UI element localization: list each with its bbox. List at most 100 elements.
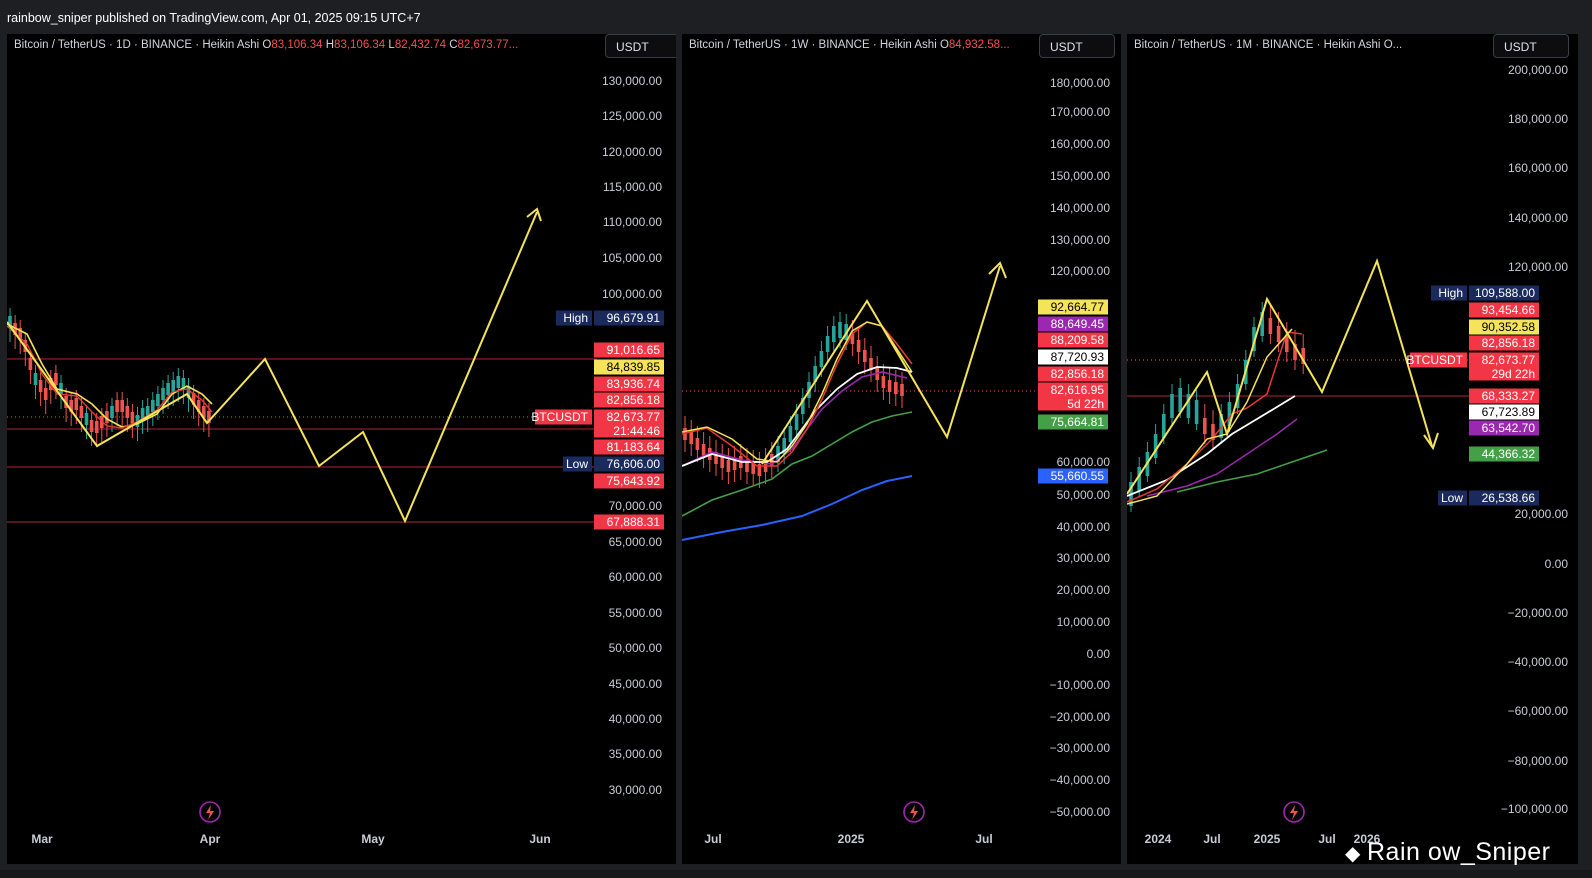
candle bbox=[850, 320, 855, 356]
chart-panel-1d[interactable]: Bitcoin / TetherUS · 1D · BINANCE · Heik… bbox=[7, 34, 676, 864]
projection-arrowhead bbox=[988, 261, 1007, 279]
price-tick: 30,000.00 bbox=[609, 783, 663, 797]
candle bbox=[813, 356, 817, 392]
candle bbox=[94, 413, 99, 447]
level-lines bbox=[7, 358, 597, 523]
ma-white bbox=[1127, 395, 1296, 497]
price-tick: 150,000.00 bbox=[1050, 169, 1110, 183]
price-tick: −100,000.00 bbox=[1501, 802, 1568, 816]
price-tick: 100,000.00 bbox=[602, 287, 662, 301]
price-tag: 67,888.31 bbox=[594, 514, 664, 530]
symbol-label: Bitcoin / TetherUS · 1M · BINANCE · Heik… bbox=[1134, 39, 1381, 51]
price-tag: 83,936.74 bbox=[594, 376, 664, 392]
time-axis[interactable]: Jul 2025 Jul bbox=[704, 832, 992, 846]
price-tag-value: 93,454.66 bbox=[1482, 303, 1536, 317]
candle bbox=[1252, 317, 1256, 357]
price-tick: 60,000.00 bbox=[1057, 455, 1111, 469]
time-tick: Mar bbox=[31, 832, 53, 846]
candle bbox=[176, 368, 181, 402]
price-tag-label: Low bbox=[566, 457, 588, 471]
price-tag-value: 82,673.77 bbox=[1482, 353, 1536, 367]
time-axis[interactable]: Mar Apr May Jun bbox=[31, 832, 550, 846]
price-tick: 60,000.00 bbox=[609, 570, 663, 584]
price-tags: 92,664.77 88,649.45 88,209.58 87,720.93 82,8… bbox=[1038, 299, 1108, 484]
price-tag-label: BTCUSDT bbox=[531, 410, 588, 424]
time-tick: 2025 bbox=[838, 832, 865, 846]
price-tick: 40,000.00 bbox=[1057, 520, 1111, 534]
price-tick: 55,000.00 bbox=[609, 606, 663, 620]
price-tick: 50,000.00 bbox=[609, 641, 663, 655]
ohlc-close: C82,673.77... bbox=[449, 39, 519, 51]
time-tick: Jul bbox=[1203, 832, 1220, 846]
price-tick: 110,000.00 bbox=[603, 215, 662, 229]
price-tag-value: 63,542.70 bbox=[1482, 421, 1536, 435]
candle bbox=[881, 364, 886, 400]
price-tick: −30,000.00 bbox=[1050, 741, 1111, 755]
price-tick: 130,000.00 bbox=[1050, 233, 1110, 247]
time-tick: Jul bbox=[704, 832, 721, 846]
currency-button[interactable]: USDT bbox=[1039, 34, 1115, 58]
price-tag-label: BTCUSDT bbox=[1406, 353, 1463, 367]
price-tag-value: 68,333.27 bbox=[1482, 389, 1536, 403]
symbol-header: Bitcoin / TetherUS · 1M · BINANCE · Heik… bbox=[1134, 39, 1464, 51]
candle bbox=[1268, 304, 1273, 344]
price-tag-value: 88,649.45 bbox=[1051, 317, 1105, 331]
price-tick: 160,000.00 bbox=[1050, 137, 1110, 151]
ma-yellow bbox=[682, 321, 913, 463]
price-tick: 120,000.00 bbox=[1050, 264, 1110, 278]
candle bbox=[1260, 302, 1264, 342]
price-tag-value: 96,679.91 bbox=[607, 311, 661, 325]
price-tag: 81,183.64 bbox=[594, 439, 664, 455]
price-tick: 130,000.00 bbox=[602, 74, 662, 88]
candle bbox=[130, 404, 135, 438]
candle bbox=[720, 444, 724, 480]
price-tag: 90,352.58 bbox=[1469, 319, 1539, 335]
chart-canvas[interactable]: 200,000.00 180,000.00 160,000.00 140,000.00… bbox=[1127, 34, 1578, 864]
candle bbox=[1194, 390, 1199, 430]
author-watermark: ◆ Rain ow_Sniper bbox=[1345, 838, 1551, 867]
candle bbox=[1301, 334, 1305, 374]
price-tick: 20,000.00 bbox=[1057, 583, 1111, 597]
currency-button[interactable]: USDT bbox=[1493, 34, 1569, 58]
candles bbox=[683, 312, 904, 488]
publish-header: rainbow_sniper published on TradingView.… bbox=[0, 0, 1592, 34]
chart-panel-1m[interactable]: Bitcoin / TetherUS · 1M · BINANCE · Heik… bbox=[1127, 34, 1578, 864]
candle bbox=[825, 326, 830, 362]
replay-icon[interactable] bbox=[1283, 801, 1305, 823]
price-tag-value: 87,720.93 bbox=[1051, 350, 1105, 364]
replay-icon[interactable] bbox=[199, 801, 221, 823]
footer-strip bbox=[0, 870, 1592, 878]
projection-path bbox=[761, 261, 1007, 465]
price-tick: −10,000.00 bbox=[1050, 678, 1111, 692]
price-axis[interactable]: 130,000.00 125,000.00 120,000.00 115,000.00… bbox=[602, 74, 662, 797]
candle bbox=[1293, 330, 1297, 370]
symbol-header: Bitcoin / TetherUS · 1W · BINANCE · Heik… bbox=[689, 39, 1041, 51]
projection-path bbox=[7, 207, 542, 524]
time-tick: Jul bbox=[1318, 832, 1335, 846]
candle bbox=[84, 405, 89, 439]
price-axis[interactable]: 180,000.00 170,000.00 160,000.00 150,000.00… bbox=[1050, 76, 1111, 819]
price-tag: 55,660.55 bbox=[1038, 468, 1108, 484]
moving-averages bbox=[682, 321, 913, 541]
price-tag-label: High bbox=[1438, 286, 1463, 300]
ma-red bbox=[7, 325, 213, 429]
candle bbox=[1203, 404, 1207, 444]
time-tick: May bbox=[361, 832, 385, 846]
chart-canvas[interactable]: 130,000.00 125,000.00 120,000.00 115,000.00… bbox=[7, 34, 676, 864]
time-tick: 2024 bbox=[1145, 832, 1172, 846]
ohlc-open: O84,932.58... bbox=[939, 39, 1010, 51]
candle bbox=[120, 392, 124, 426]
time-axis[interactable]: 2024 Jul 2025 Jul 2026 bbox=[1145, 832, 1381, 846]
currency-button[interactable]: USDT bbox=[605, 34, 676, 58]
price-tag: 87,720.93 bbox=[1038, 349, 1108, 365]
candle bbox=[1211, 410, 1215, 450]
price-tag-value: 75,643.92 bbox=[607, 474, 661, 488]
chart-canvas[interactable]: 180,000.00 170,000.00 160,000.00 150,000.00… bbox=[682, 34, 1121, 864]
price-axis[interactable]: 200,000.00 180,000.00 160,000.00 140,000.00… bbox=[1501, 63, 1568, 816]
moving-averages bbox=[1127, 328, 1328, 505]
replay-icon[interactable] bbox=[903, 801, 925, 823]
price-tick: −20,000.00 bbox=[1508, 606, 1569, 620]
chart-panel-1w[interactable]: Bitcoin / TetherUS · 1W · BINANCE · Heik… bbox=[682, 34, 1121, 864]
candle bbox=[156, 386, 160, 420]
